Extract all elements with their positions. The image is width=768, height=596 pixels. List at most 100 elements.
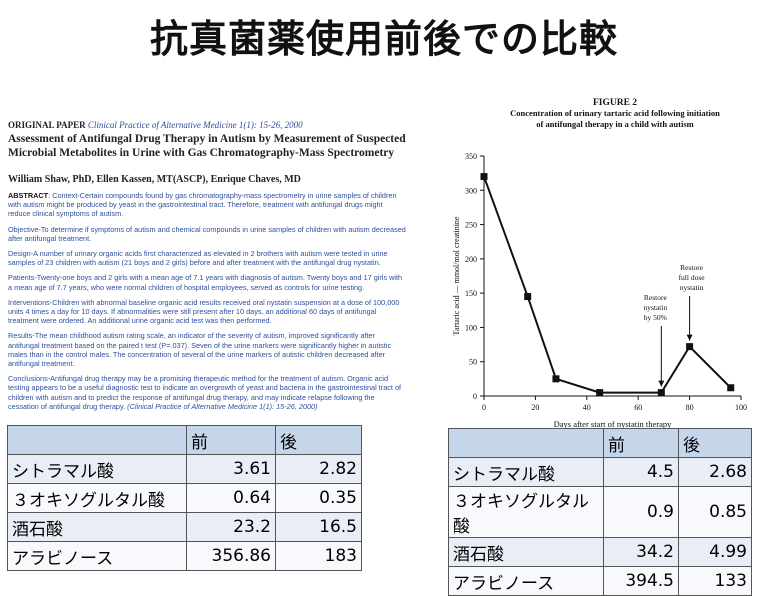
results-paragraph: Results-The mean childhood autism rating… (8, 331, 392, 369)
header-before: 前 (186, 425, 276, 455)
x-tick-label: 60 (634, 403, 642, 412)
row-label: 酒石酸 (7, 512, 187, 542)
value-after: 4.99 (678, 537, 752, 567)
paper-journal: Clinical Practice of Alternative Medicin… (87, 120, 303, 130)
annotation-text: Restore (680, 263, 704, 272)
paper-title: Assessment of Antifungal Drug Therapy in… (8, 132, 406, 160)
table-row: 酒石酸 34.2 4.99 (448, 537, 752, 567)
header-after: 後 (678, 428, 752, 458)
table-row: アラビノース 394.5 133 (448, 566, 752, 596)
conclusions-paragraph: Conclusions-Antifungal drug therapy may … (8, 374, 406, 411)
value-after: 0.85 (678, 486, 752, 538)
header-cell (448, 428, 604, 458)
interventions-paragraph: Interventions-Children with abnormal bas… (8, 297, 400, 326)
y-tick-label: 100 (465, 323, 477, 332)
x-axis-label: Days after start of nystatin therapy (554, 419, 673, 429)
y-tick-label: 150 (465, 289, 477, 298)
value-after: 133 (678, 566, 752, 596)
x-tick-label: 0 (482, 403, 486, 412)
value-before: 23.2 (186, 512, 276, 542)
comparison-table-1: 前 後 シトラマル酸 3.61 2.82 ３オキソグルタル酸 0.64 0.35… (7, 425, 362, 571)
data-point (480, 173, 488, 181)
y-tick-label: 350 (465, 152, 477, 161)
x-tick-label: 40 (583, 403, 591, 412)
paper-abstract: ORIGINAL PAPER Clinical Practice of Alte… (8, 120, 406, 411)
value-after: 2.68 (678, 457, 752, 487)
annotation-text: Restore (644, 293, 668, 302)
y-tick-label: 300 (465, 186, 477, 195)
value-before: 356.86 (186, 541, 276, 571)
row-label: ３オキソグルタル酸 (448, 486, 604, 538)
annotation-arrow-head (686, 334, 693, 341)
x-tick-label: 20 (531, 403, 539, 412)
patients-paragraph: Patients-Twenty-one boys and 2 girls wit… (8, 273, 403, 292)
value-before: 0.9 (603, 486, 679, 538)
table-header-row: 前 後 (448, 428, 752, 458)
table-row: シトラマル酸 3.61 2.82 (7, 454, 362, 484)
row-label: アラビノース (7, 541, 187, 571)
abstract-label: ABSTRACT (8, 191, 49, 200)
table-row: ３オキソグルタル酸 0.64 0.35 (7, 483, 362, 513)
table-row: 酒石酸 23.2 16.5 (7, 512, 362, 542)
value-before: 4.5 (603, 457, 679, 487)
abstract-paragraph: ABSTRACT: Context-Certain compounds foun… (8, 191, 406, 219)
table-header-row: 前 後 (7, 425, 362, 455)
paper-header: ORIGINAL PAPER Clinical Practice of Alte… (8, 120, 406, 130)
y-tick-label: 0 (473, 392, 477, 401)
paper-title-line2: Microbial Metabolites in Urine with Gas … (8, 147, 395, 159)
row-label: アラビノース (448, 566, 604, 596)
table-row: シトラマル酸 4.5 2.68 (448, 457, 752, 487)
data-point (686, 343, 694, 351)
figure-caption-line1: Concentration of urinary tartaric acid f… (510, 108, 720, 118)
value-before: 0.64 (186, 483, 276, 513)
header-before: 前 (603, 428, 679, 458)
x-tick-label: 100 (735, 403, 747, 412)
abstract-text: : Context-Certain compounds found by gas… (8, 191, 397, 219)
annotation-text: by 50% (644, 313, 667, 322)
objective-paragraph: Objective-To determine if symptoms of au… (8, 224, 406, 243)
annotation-arrow-head (658, 380, 665, 387)
figure-caption: FIGURE 2 Concentration of urinary tartar… (470, 98, 760, 130)
value-after: 16.5 (275, 512, 362, 542)
row-label: ３オキソグルタル酸 (7, 483, 187, 513)
annotation-text: nystatin (680, 283, 704, 292)
value-after: 183 (275, 541, 362, 571)
value-before: 3.61 (186, 454, 276, 484)
tartaric-acid-chart: Days after start of nystatin therapy Tart… (452, 152, 747, 429)
conclusions-text: Conclusions-Antifungal drug therapy may … (8, 374, 402, 411)
value-before: 394.5 (603, 566, 679, 596)
paper-citation: (Clinical Practice of Alternative Medici… (127, 401, 318, 411)
slide-title: 抗真菌薬使用前後での比較 (149, 17, 618, 61)
table-row: ３オキソグルタル酸 0.9 0.85 (448, 486, 752, 538)
row-label: シトラマル酸 (448, 457, 604, 487)
y-axis-label: Tartaric acid — mmol/mol creatinine (452, 216, 461, 335)
paper-title-line1: Assessment of Antifungal Drug Therapy in… (8, 133, 406, 145)
header-cell (7, 425, 187, 455)
value-before: 34.2 (603, 537, 679, 567)
figure-label: FIGURE 2 (592, 98, 638, 108)
annotation-text: nystatin (643, 303, 667, 312)
paper-authors: William Shaw, PhD, Ellen Kassen, MT(ASCP… (8, 174, 301, 185)
data-point (727, 384, 735, 392)
header-after: 後 (275, 425, 362, 455)
row-label: シトラマル酸 (7, 454, 187, 484)
y-tick-label: 50 (469, 358, 477, 367)
paper-label: ORIGINAL PAPER (8, 120, 86, 130)
value-after: 0.35 (275, 483, 362, 513)
design-paragraph: Design-A number of urinary organic acids… (8, 249, 388, 268)
data-point (596, 389, 604, 397)
row-label: 酒石酸 (448, 537, 604, 567)
comparison-table-2: 前 後 シトラマル酸 4.5 2.68 ３オキソグルタル酸 0.9 0.85 酒… (448, 428, 752, 596)
data-point (524, 293, 532, 301)
data-point (552, 375, 560, 383)
x-tick-label: 80 (686, 403, 694, 412)
figure-caption-line2: of antifungal therapy in a child with au… (536, 119, 694, 129)
y-tick-label: 200 (465, 255, 477, 264)
data-point (657, 389, 665, 397)
annotation-text: full dose (679, 273, 706, 282)
y-tick-label: 250 (465, 221, 477, 230)
table-row: アラビノース 356.86 183 (7, 541, 362, 571)
value-after: 2.82 (275, 454, 362, 484)
